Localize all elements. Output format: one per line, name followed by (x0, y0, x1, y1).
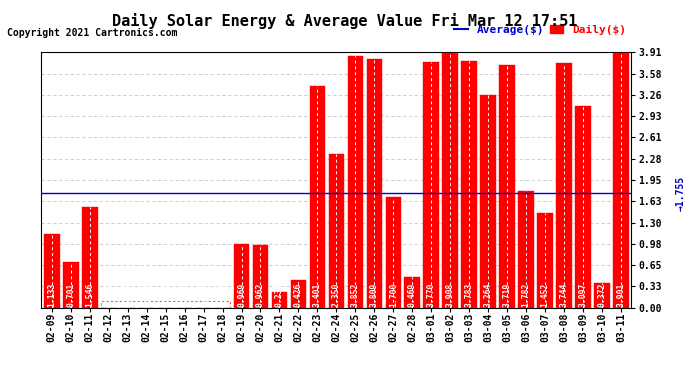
Bar (518, 191, 534, 308)
Bar (424, 62, 439, 308)
Text: 3.401: 3.401 (313, 282, 322, 307)
Bar (348, 56, 363, 308)
Bar (442, 53, 458, 308)
Text: 3.264: 3.264 (484, 282, 493, 307)
Bar (575, 105, 591, 308)
Bar (500, 65, 515, 308)
Text: 2.350: 2.350 (332, 282, 341, 307)
Bar (101, 301, 230, 307)
Text: 1.700: 1.700 (388, 282, 397, 307)
Text: Copyright 2021 Cartronics.com: Copyright 2021 Cartronics.com (7, 28, 177, 38)
Text: 0.000: 0.000 (161, 282, 170, 307)
Bar (328, 154, 344, 308)
Text: 1.546: 1.546 (86, 282, 95, 307)
Text: 0.962: 0.962 (256, 282, 265, 307)
Text: 0.701: 0.701 (66, 282, 75, 307)
Bar (234, 244, 249, 308)
Text: 1.452: 1.452 (540, 282, 549, 307)
Bar (594, 283, 610, 308)
Bar (310, 86, 325, 308)
Text: 3.719: 3.719 (502, 282, 511, 307)
Text: 3.770: 3.770 (426, 282, 435, 307)
Bar (82, 207, 97, 308)
Bar (44, 234, 59, 308)
Text: 0.000: 0.000 (218, 282, 227, 307)
Bar (462, 61, 477, 308)
Text: 3.901: 3.901 (616, 282, 625, 307)
Text: 0.969: 0.969 (237, 282, 246, 307)
Text: 3.097: 3.097 (578, 282, 587, 307)
Bar (366, 59, 382, 308)
Text: 3.783: 3.783 (464, 282, 473, 307)
Bar (480, 94, 496, 308)
Text: 0.000: 0.000 (124, 282, 132, 307)
Text: 0.000: 0.000 (199, 282, 208, 307)
Text: 3.908: 3.908 (446, 282, 455, 307)
Bar (386, 196, 401, 308)
Legend: Average($), Daily($): Average($), Daily($) (454, 25, 626, 35)
Text: 0.372: 0.372 (598, 282, 607, 307)
Bar (290, 280, 306, 308)
Bar (613, 53, 629, 307)
Text: Daily Solar Energy & Average Value Fri Mar 12 17:51: Daily Solar Energy & Average Value Fri M… (112, 13, 578, 29)
Text: 3.744: 3.744 (560, 282, 569, 307)
Bar (404, 277, 420, 308)
Text: 3.809: 3.809 (370, 282, 379, 307)
Bar (253, 245, 268, 308)
Text: 0.000: 0.000 (142, 282, 151, 307)
Text: 0.000: 0.000 (180, 282, 189, 307)
Text: 1.133: 1.133 (48, 282, 57, 307)
Bar (556, 63, 572, 308)
Text: 0.000: 0.000 (104, 282, 113, 307)
Text: 0.426: 0.426 (294, 282, 303, 307)
Text: →1.755: →1.755 (676, 176, 686, 211)
Text: 0.234: 0.234 (275, 282, 284, 307)
Text: 3.852: 3.852 (351, 282, 360, 307)
Text: 1.782: 1.782 (522, 282, 531, 307)
Bar (272, 292, 287, 308)
Bar (538, 213, 553, 308)
Text: 0.469: 0.469 (408, 282, 417, 307)
Bar (63, 262, 79, 308)
